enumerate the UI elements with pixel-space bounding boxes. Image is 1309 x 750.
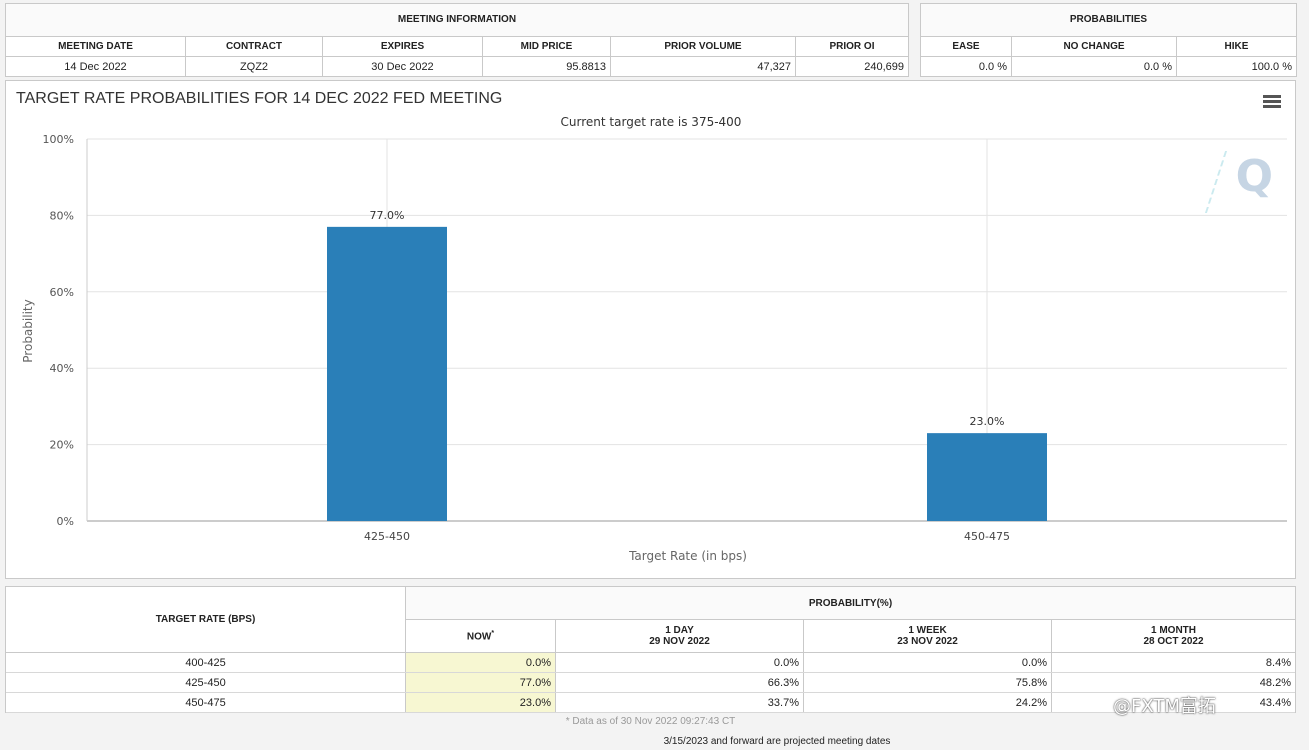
chart-subtitle: Current target rate is 375-400 (561, 115, 742, 129)
col-1-week-label: 1 WEEK (908, 625, 947, 636)
week-cell: 24.2% (803, 692, 1052, 713)
month-cell: 8.4% (1051, 652, 1295, 673)
col-meeting-date: MEETING DATE (6, 37, 186, 57)
day-cell: 66.3% (555, 672, 804, 693)
prior-oi-value: 240,699 (864, 60, 904, 73)
data-label: 77.0% (370, 209, 405, 222)
now-cell: 0.0% (405, 652, 556, 673)
watermark-logo: Q (1235, 151, 1273, 202)
table-row: 425-450 77.0% 66.3% 75.8% 48.2% (6, 672, 1295, 693)
projected-dates-note: 3/15/2023 and forward are projected meet… (663, 736, 891, 747)
target-table-header-row: TARGET RATE (BPS) PROBABILITY(%) (6, 587, 1295, 653)
meeting-info-header: MEETING INFORMATION (6, 4, 908, 37)
y-tick-label: 20% (50, 439, 74, 452)
chart-panel: Q TARGET RATE PROBABILITIES FOR 14 DEC 2… (5, 80, 1296, 579)
col-no-change: NO CHANGE (1011, 37, 1177, 57)
col-mid-price: MID PRICE (482, 37, 611, 57)
y-tick-label: 100% (43, 133, 74, 146)
hike-value: 100.0 % (1251, 60, 1292, 73)
x-tick-label: 425-450 (364, 530, 410, 543)
meeting-info-table: MEETING DATE CONTRACT EXPIRES MID PRICE … (6, 37, 908, 76)
y-axis-label: Probability (21, 299, 35, 362)
col-1-week: 1 WEEK 23 NOV 2022 (803, 619, 1052, 653)
probabilities-table: EASE NO CHANGE HIKE 0.0 % 0.0 % 100.0 % (921, 37, 1296, 76)
now-label: NOW (466, 631, 492, 643)
col-1-day-label: 1 DAY (665, 625, 694, 636)
meeting-info-panel: MEETING INFORMATION MEETING DATE CONTRAC… (5, 3, 909, 77)
bar-425-450 (327, 226, 447, 522)
rate-cell: 425-450 (6, 672, 406, 693)
col-1-month-date: 28 OCT 2022 (1143, 636, 1204, 647)
rate-cell: 400-425 (6, 652, 406, 673)
now-cell: 77.0% (405, 672, 556, 693)
target-rate-header: TARGET RATE (BPS) (6, 587, 406, 653)
y-tick-label: 0% (57, 515, 74, 528)
month-cell: 48.2% (1051, 672, 1295, 693)
week-cell: 0.0% (803, 652, 1052, 673)
y-tick-label: 60% (50, 286, 74, 299)
col-1-month: 1 MONTH 28 OCT 2022 (1051, 619, 1295, 653)
col-prior-volume: PRIOR VOLUME (610, 37, 796, 57)
grid-lines (86, 138, 1287, 522)
col-1-week-date: 23 NOV 2022 (897, 636, 958, 647)
meeting-info-row: 14 Dec 2022 ZQZ2 30 Dec 2022 95.8813 47,… (6, 56, 908, 76)
x-axis-label: Target Rate (in bps) (628, 549, 747, 563)
now-cell: 23.0% (405, 692, 556, 713)
month-cell: 43.4% (1051, 692, 1295, 713)
bars (327, 226, 1047, 522)
day-cell: 33.7% (555, 692, 804, 713)
x-tick-label: 450-475 (964, 530, 1010, 543)
rate-cell: 450-475 (6, 692, 406, 713)
data-label: 23.0% (970, 415, 1005, 428)
col-ease: EASE (921, 37, 1012, 57)
now-marker: * (491, 629, 495, 637)
labels: 0% 20% 40% 60% 80% 100% 77.0% 425-450 23.0% 450-4… (43, 133, 1010, 543)
col-prior-oi: PRIOR OI (795, 37, 908, 57)
probabilities-header: PROBABILITIES (921, 4, 1296, 37)
ease-value: 0.0 % (921, 56, 1012, 76)
probabilities-header-row: EASE NO CHANGE HIKE (921, 37, 1296, 57)
col-contract: CONTRACT (185, 37, 323, 57)
col-1-day-date: 29 NOV 2022 (649, 636, 710, 647)
fxtm-watermark: @FXTM富拓 (1113, 696, 1216, 717)
table-row: 400-425 0.0% 0.0% 0.0% 8.4% (6, 652, 1295, 673)
data-timestamp-note: * Data as of 30 Nov 2022 09:27:43 CT (565, 716, 736, 727)
col-1-month-label: 1 MONTH (1151, 625, 1196, 636)
week-cell: 75.8% (803, 672, 1052, 693)
no-change-value: 0.0 % (1011, 56, 1177, 76)
chart-title: TARGET RATE PROBABILITIES FOR 14 DEC 202… (16, 90, 502, 107)
y-tick-label: 40% (50, 362, 74, 375)
mid-price-value: 95.8813 (482, 56, 611, 76)
y-tick-label: 80% (50, 209, 74, 222)
contract-value: ZQZ2 (185, 56, 323, 76)
probabilities-panel: PROBABILITIES EASE NO CHANGE HIKE 0.0 % … (920, 3, 1297, 77)
col-1-day: 1 DAY 29 NOV 2022 (555, 619, 804, 653)
col-expires: EXPIRES (322, 37, 483, 57)
meeting-date-value: 14 Dec 2022 (6, 56, 186, 76)
expires-value: 30 Dec 2022 (322, 56, 483, 76)
meeting-info-header-row: MEETING DATE CONTRACT EXPIRES MID PRICE … (6, 37, 908, 57)
table-row: 450-475 23.0% 33.7% 24.2% 43.4% (6, 692, 1295, 713)
prior-volume-value: 47,327 (610, 56, 796, 76)
target-rate-table: TARGET RATE (BPS) PROBABILITY(%) NOW* 1 … (6, 587, 1295, 713)
bar-450-475 (927, 433, 1047, 521)
col-hike: HIKE (1176, 37, 1296, 57)
probabilities-row: 0.0 % 0.0 % 100.0 % (921, 56, 1296, 76)
menu-icon[interactable] (1263, 95, 1281, 109)
target-table-subheader-row: NOW* 1 DAY 29 NOV 2022 1 WEEK 23 NOV 2022 … (6, 619, 1295, 653)
bar-chart: TARGET RATE PROBABILITIES FOR 14 DEC 202… (16, 90, 1287, 563)
col-now: NOW* (405, 619, 556, 653)
probability-header: PROBABILITY(%) (405, 587, 1295, 620)
day-cell: 0.0% (555, 652, 804, 673)
target-rate-panel: TARGET RATE (BPS) PROBABILITY(%) NOW* 1 … (5, 586, 1296, 727)
